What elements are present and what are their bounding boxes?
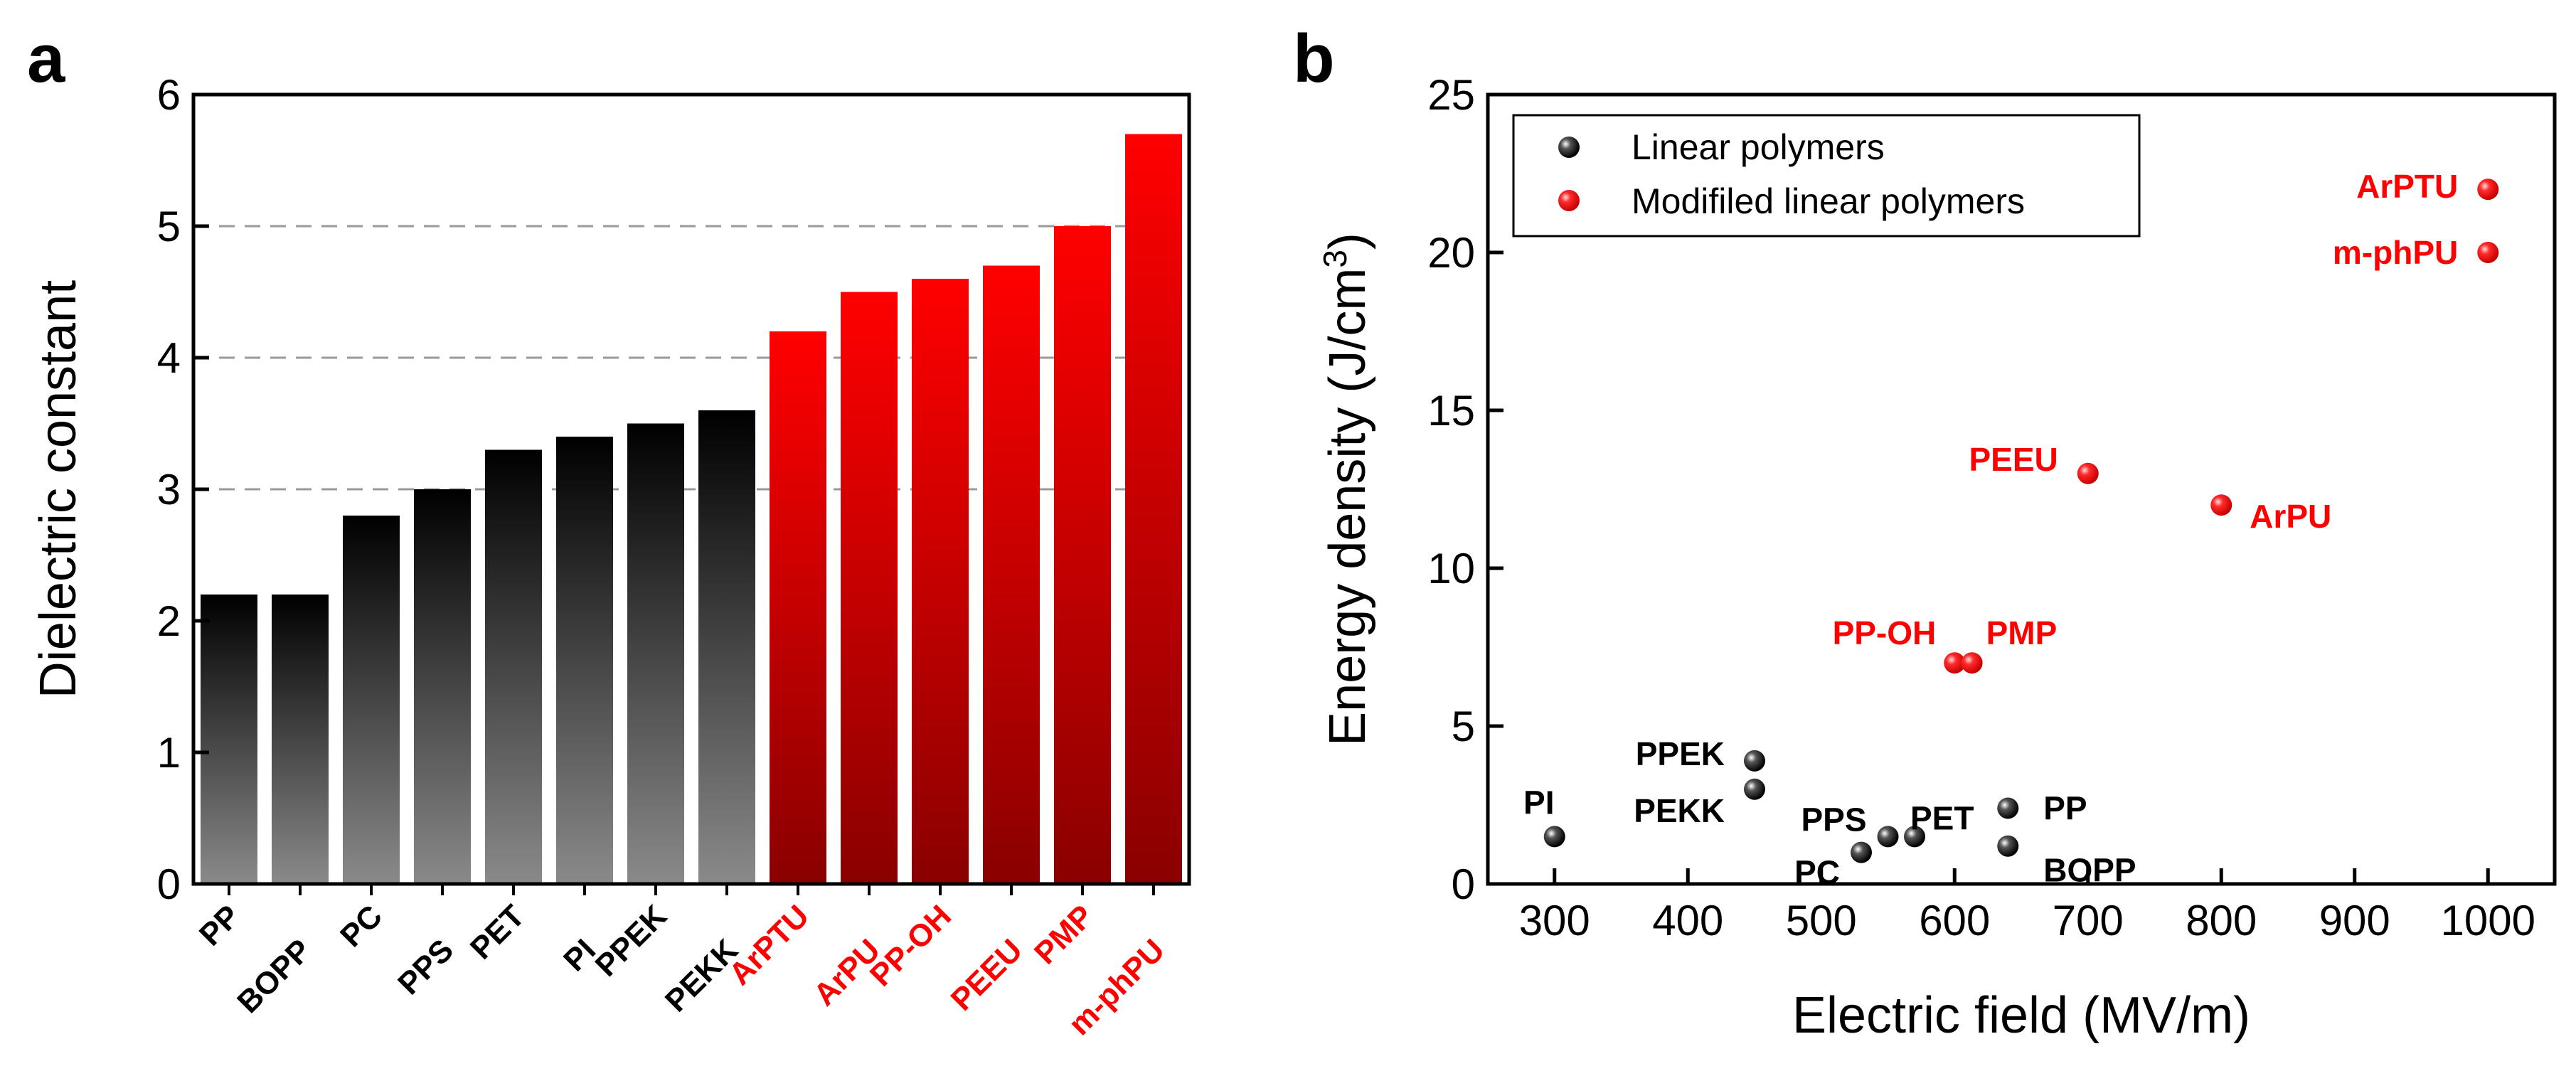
bar-pc xyxy=(343,516,400,884)
point-pmp xyxy=(1961,652,1983,674)
panel-b-points xyxy=(1543,178,2499,863)
panel-b: b 0 5 10 15 20 25 300 400 500 600 700 800 900 1000 P… xyxy=(1293,21,2557,1044)
category-label: PPS xyxy=(391,932,460,1001)
point-label: PI xyxy=(1523,784,1554,821)
category-label: PET xyxy=(464,898,531,966)
point-pp xyxy=(1997,797,2019,819)
panel-a-letter: a xyxy=(27,21,65,97)
bar-arpu xyxy=(841,292,898,884)
y-tick-label: 20 xyxy=(1427,229,1475,277)
category-label: PP-OH xyxy=(863,898,958,993)
bar-peeu xyxy=(983,265,1040,884)
y-tick-label: 25 xyxy=(1427,71,1475,119)
x-tick-label: 400 xyxy=(1652,897,1723,944)
panel-b-legend: Linear polymers Modifiled linear polymer… xyxy=(1512,114,2141,238)
point-label: PEKK xyxy=(1634,792,1725,829)
category-label: PEEU xyxy=(944,932,1029,1017)
legend-label-linear: Linear polymers xyxy=(1632,127,1885,167)
point-pi xyxy=(1543,826,1565,848)
point-label: PPS xyxy=(1801,801,1866,838)
panel-b-point-labels: PI PPEK PEKK PC PPS PET PP BOPP PP-OH PMP PEEU ArPU… xyxy=(1523,168,2458,890)
panel-b-y-ticks: 0 5 10 15 20 25 xyxy=(1427,71,1503,908)
y-tick-label: 10 xyxy=(1427,545,1475,592)
y-tick-label: 4 xyxy=(157,334,181,382)
y-tick-label: 6 xyxy=(157,71,181,119)
point-label: PET xyxy=(1910,799,1974,836)
category-label: PC xyxy=(334,898,389,954)
point-label: PP-OH xyxy=(1833,614,1937,651)
bar-pp xyxy=(201,595,257,884)
bar-pps xyxy=(414,489,471,884)
bar-bopp xyxy=(272,595,329,884)
point-label: PEEU xyxy=(1969,441,2058,478)
y-tick-label: 5 xyxy=(1452,703,1475,750)
bar-pp-oh xyxy=(912,279,969,884)
bar-pekk xyxy=(698,410,755,884)
point-pet xyxy=(1904,826,1925,848)
panel-b-letter: b xyxy=(1293,21,1335,97)
panel-b-y-axis-title: Energy density (J/cm3) xyxy=(1316,233,1376,746)
bar-pmp xyxy=(1054,226,1111,884)
category-label: BOPP xyxy=(230,932,318,1020)
point-ppek xyxy=(1744,750,1765,772)
category-label: PPEK xyxy=(589,898,674,984)
point-label: m-phPU xyxy=(2333,234,2458,271)
category-label: m-phPU xyxy=(1062,932,1171,1042)
legend-label-modified: Modifiled linear polymers xyxy=(1632,181,2025,221)
panel-a-bars xyxy=(201,134,1182,884)
point-arptu xyxy=(2477,178,2499,201)
panel-a-y-ticks: 0 1 2 3 4 5 6 xyxy=(157,71,209,908)
legend-marker-linear xyxy=(1558,137,1580,158)
point-pps xyxy=(1877,826,1899,848)
category-label: ArPTU xyxy=(723,898,816,991)
point-peeu xyxy=(2077,462,2099,484)
point-label: PPEK xyxy=(1636,735,1725,772)
point-label: ArPU xyxy=(2250,498,2331,535)
point-arpu xyxy=(2210,494,2232,516)
x-tick-label: 900 xyxy=(2319,897,2390,944)
category-label: PP xyxy=(193,898,247,952)
point-pc xyxy=(1851,841,1872,863)
panel-b-plot-frame xyxy=(1486,92,2557,886)
point-bopp xyxy=(1997,835,2019,857)
point-label: PC xyxy=(1794,854,1840,891)
y-tick-label: 3 xyxy=(157,466,181,513)
point-pekk xyxy=(1744,778,1765,800)
point-label: BOPP xyxy=(2043,852,2136,889)
panel-a-y-axis-title: Dielectric constant xyxy=(30,280,87,698)
legend-marker-modified xyxy=(1558,190,1580,211)
y-tick-label: 1 xyxy=(157,729,181,777)
panel-b-y-axis-title-close: ) xyxy=(1319,233,1376,250)
point-pp-oh xyxy=(1944,652,1966,674)
panel-b-x-ticks: 300 400 500 600 700 800 900 1000 xyxy=(1519,868,2535,944)
y-tick-label: 5 xyxy=(157,203,181,250)
bar-pi xyxy=(556,437,613,884)
point-m-phpu xyxy=(2477,242,2499,263)
point-label: ArPTU xyxy=(2356,168,2458,205)
y-tick-label: 2 xyxy=(157,597,181,645)
legend-box xyxy=(1512,114,2141,238)
point-label: PMP xyxy=(1986,614,2058,651)
y-tick-label: 15 xyxy=(1427,387,1475,435)
x-tick-label: 300 xyxy=(1519,897,1590,944)
bar-arptu xyxy=(770,331,826,884)
x-tick-label: 700 xyxy=(2053,897,2124,944)
panel-b-y-axis-title-superscript: 3 xyxy=(1316,250,1353,268)
category-label: PMP xyxy=(1028,898,1100,971)
y-tick-label: 0 xyxy=(1452,860,1475,908)
x-tick-label: 800 xyxy=(2186,897,2257,944)
x-tick-label: 500 xyxy=(1786,897,1857,944)
y-tick-label: 0 xyxy=(157,860,181,908)
panel-b-y-axis-title-main: Energy density (J/cm xyxy=(1319,268,1376,746)
bar-m-phpu xyxy=(1125,134,1182,884)
x-tick-label: 600 xyxy=(1919,897,1990,944)
panel-b-x-axis-title: Electric field (MV/m) xyxy=(1792,987,2250,1044)
bar-pet xyxy=(485,449,542,884)
bar-ppek xyxy=(627,423,684,884)
x-tick-label: 1000 xyxy=(2441,897,2535,944)
point-label: PP xyxy=(2043,789,2087,826)
